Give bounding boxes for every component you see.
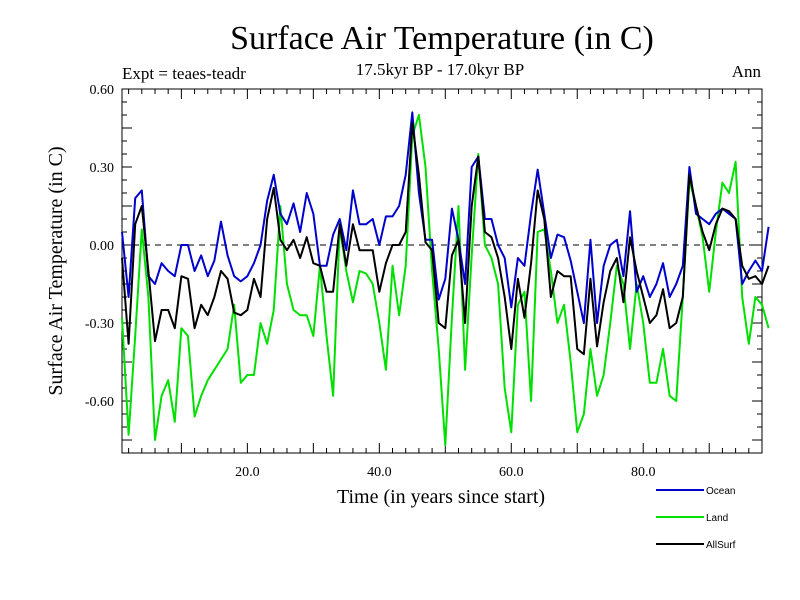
series-line-ocean (121, 111, 770, 324)
x-tick-label: 80.0 (631, 465, 656, 480)
y-tick-label: 0.30 (90, 161, 115, 176)
y-axis-ticks (122, 88, 762, 454)
series-line-land (121, 114, 770, 447)
series-line-allsurf (121, 121, 770, 356)
y-axis-tick-labels: 0.60 0.30 0.00 -0.30 -0.60 (85, 83, 114, 410)
chart-title: Surface Air Temperature (in C) (230, 20, 654, 57)
experiment-label: Expt = teaes-teadr (122, 64, 246, 83)
x-tick-label: 20.0 (235, 465, 260, 480)
x-axis-tick-labels: 20.0 40.0 60.0 80.0 (235, 465, 655, 480)
series-lines (121, 111, 770, 447)
x-tick-label: 40.0 (367, 465, 392, 480)
legend-label-land: Land (706, 513, 728, 524)
season-label: Ann (732, 62, 762, 81)
x-axis-label: Time (in years since start) (337, 486, 545, 508)
y-axis-label: Surface Air Temperature (in C) (45, 146, 67, 395)
y-tick-label: 0.00 (90, 239, 115, 254)
x-tick-label: 60.0 (499, 465, 524, 480)
legend-label-ocean: Ocean (706, 486, 735, 497)
y-tick-label: 0.60 (90, 83, 115, 98)
x-axis-ticks (128, 89, 763, 453)
chart-subtitle: 17.5kyr BP - 17.0kyr BP (356, 60, 524, 79)
legend: Ocean Land AllSurf (656, 486, 736, 551)
y-tick-label: -0.60 (85, 395, 114, 410)
y-tick-label: -0.30 (85, 317, 114, 332)
legend-label-allsurf: AllSurf (706, 540, 736, 551)
